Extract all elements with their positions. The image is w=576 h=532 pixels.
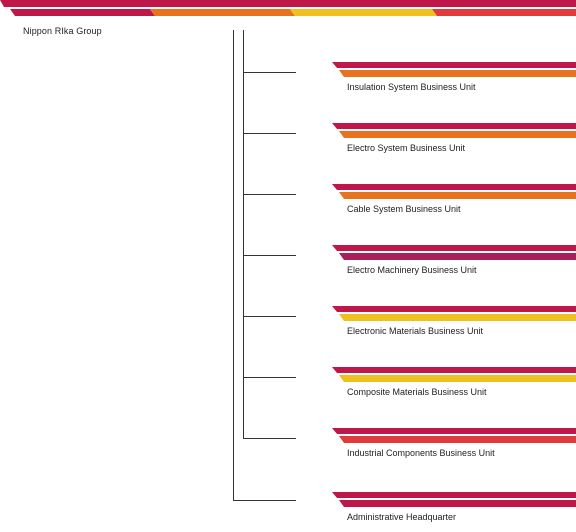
unit-stripe-icon [332,306,576,321]
business-unit-node: Insulation System Business Unit [330,62,576,96]
business-unit-label: Electronic Materials Business Unit [347,326,484,336]
business-unit-node: Administrative Headquarter [330,492,576,526]
business-unit-node: Electronic Materials Business Unit [330,306,576,340]
business-unit-node: Electro Machinery Business Unit [330,245,576,279]
business-unit-node: Cable System Business Unit [330,184,576,218]
unit-stripe-icon [332,428,576,443]
unit-stripe-icon [332,367,576,382]
root-node-label: Nippon RIka Group [23,26,102,36]
banner-stripe-top [0,0,576,7]
unit-stripe-icon [332,245,576,260]
business-unit-label: Electro Machinery Business Unit [347,265,477,275]
unit-stripe-icon [332,62,576,77]
banner-segment-orange [150,9,295,16]
unit-stripe-icon [332,184,576,199]
business-unit-node: Electro System Business Unit [330,123,576,157]
business-unit-label: Cable System Business Unit [347,204,461,214]
business-unit-node: Industrial Components Business Unit [330,428,576,462]
business-unit-label: Composite Materials Business Unit [347,387,487,397]
business-unit-label: Industrial Components Business Unit [347,448,495,458]
business-unit-label: Administrative Headquarter [347,512,457,522]
header-banner [0,0,576,16]
business-unit-label: Electro System Business Unit [347,143,466,153]
banner-segment-yellow [290,9,437,16]
banner-segment-red [432,9,576,16]
banner-segment-crimson [10,9,155,16]
unit-stripe-icon [332,123,576,138]
business-unit-node: Composite Materials Business Unit [330,367,576,401]
business-unit-label: Insulation System Business Unit [347,82,476,92]
unit-stripe-icon [332,492,576,507]
